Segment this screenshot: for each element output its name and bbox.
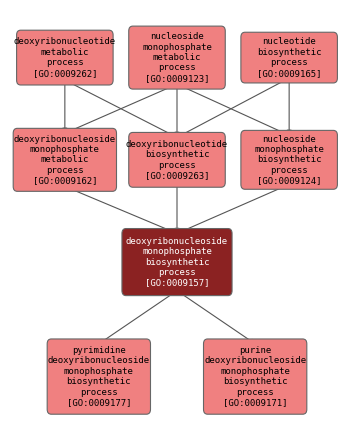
FancyBboxPatch shape — [129, 132, 225, 187]
Text: deoxyribonucleotide
metabolic
process
[GO:0009262]: deoxyribonucleotide metabolic process [G… — [14, 37, 116, 78]
Text: deoxyribonucleotide
biosynthetic
process
[GO:0009263]: deoxyribonucleotide biosynthetic process… — [126, 140, 228, 180]
FancyBboxPatch shape — [241, 32, 337, 83]
FancyBboxPatch shape — [129, 26, 225, 89]
Text: deoxyribonucleoside
monophosphate
biosynthetic
process
[GO:0009157]: deoxyribonucleoside monophosphate biosyn… — [126, 237, 228, 288]
Text: deoxyribonucleoside
monophosphate
metabolic
process
[GO:0009162]: deoxyribonucleoside monophosphate metabo… — [14, 135, 116, 185]
Text: nucleoside
monophosphate
metabolic
process
[GO:0009123]: nucleoside monophosphate metabolic proce… — [142, 32, 212, 83]
FancyBboxPatch shape — [47, 339, 150, 414]
Text: purine
deoxyribonucleoside
monophosphate
biosynthetic
process
[GO:0009171]: purine deoxyribonucleoside monophosphate… — [204, 346, 306, 407]
Text: nucleoside
monophosphate
biosynthetic
process
[GO:0009124]: nucleoside monophosphate biosynthetic pr… — [254, 135, 324, 185]
FancyBboxPatch shape — [122, 228, 232, 296]
Text: nucleotide
biosynthetic
process
[GO:0009165]: nucleotide biosynthetic process [GO:0009… — [257, 37, 321, 78]
FancyBboxPatch shape — [241, 130, 337, 189]
Text: pyrimidine
deoxyribonucleoside
monophosphate
biosynthetic
process
[GO:0009177]: pyrimidine deoxyribonucleoside monophosp… — [48, 346, 150, 407]
FancyBboxPatch shape — [204, 339, 307, 414]
FancyBboxPatch shape — [17, 30, 113, 85]
FancyBboxPatch shape — [13, 128, 116, 191]
